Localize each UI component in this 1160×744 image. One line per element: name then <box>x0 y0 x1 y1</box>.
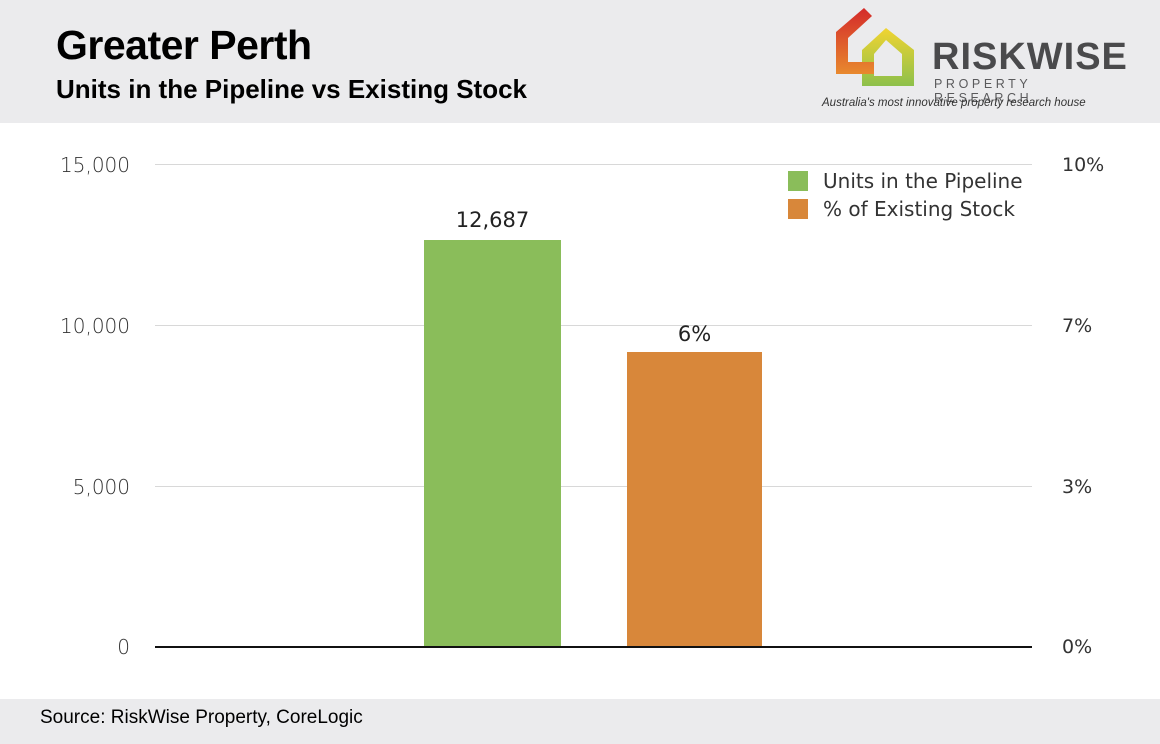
y2-tick-label: 0% <box>1062 636 1093 658</box>
chart-title: Greater Perth <box>56 22 312 68</box>
x-axis-baseline <box>155 646 1032 648</box>
y-tick-label: 10,000 <box>60 314 130 338</box>
gridline-10000 <box>155 325 1032 326</box>
bar-value-label: 6% <box>677 322 712 346</box>
bar-units-in-pipeline <box>424 240 561 646</box>
chart-header: Greater Perth Units in the Pipeline vs E… <box>0 0 1160 123</box>
gridline-15000 <box>155 164 1032 165</box>
bar-percent-existing-stock <box>627 352 762 646</box>
legend-item-percent: % of Existing Stock <box>788 195 1023 223</box>
legend-item-units: Units in the Pipeline <box>788 167 1023 195</box>
y2-tick-label: 10% <box>1062 154 1105 176</box>
chart-legend: Units in the Pipeline % of Existing Stoc… <box>788 167 1023 223</box>
y2-tick-label: 7% <box>1062 315 1093 337</box>
chart-subtitle: Units in the Pipeline vs Existing Stock <box>56 74 527 104</box>
legend-swatch-green <box>788 171 808 191</box>
source-note: Source: RiskWise Property, CoreLogic <box>40 707 363 728</box>
chart-footer: Source: RiskWise Property, CoreLogic <box>0 699 1160 744</box>
y-tick-label: 0 <box>117 635 130 659</box>
y-tick-label: 5,000 <box>72 475 130 499</box>
brand-name: RISKWISE <box>932 36 1128 78</box>
brand-tagline: Australia's most innovative property res… <box>822 97 1086 109</box>
bar-value-label: 12,687 <box>455 208 530 232</box>
y-tick-label: 15,000 <box>60 153 130 177</box>
y2-tick-label: 3% <box>1062 476 1093 498</box>
riskwise-logo: RISKWISE PROPERTY RESEARCH Australia's m… <box>822 6 1134 116</box>
brand-subtitle: PROPERTY RESEARCH <box>934 77 1033 105</box>
legend-label: Units in the Pipeline <box>823 169 1023 193</box>
legend-label: % of Existing Stock <box>823 197 1015 221</box>
legend-swatch-orange <box>788 199 808 219</box>
house-logo-icon <box>836 8 914 86</box>
gridline-5000 <box>155 486 1032 487</box>
